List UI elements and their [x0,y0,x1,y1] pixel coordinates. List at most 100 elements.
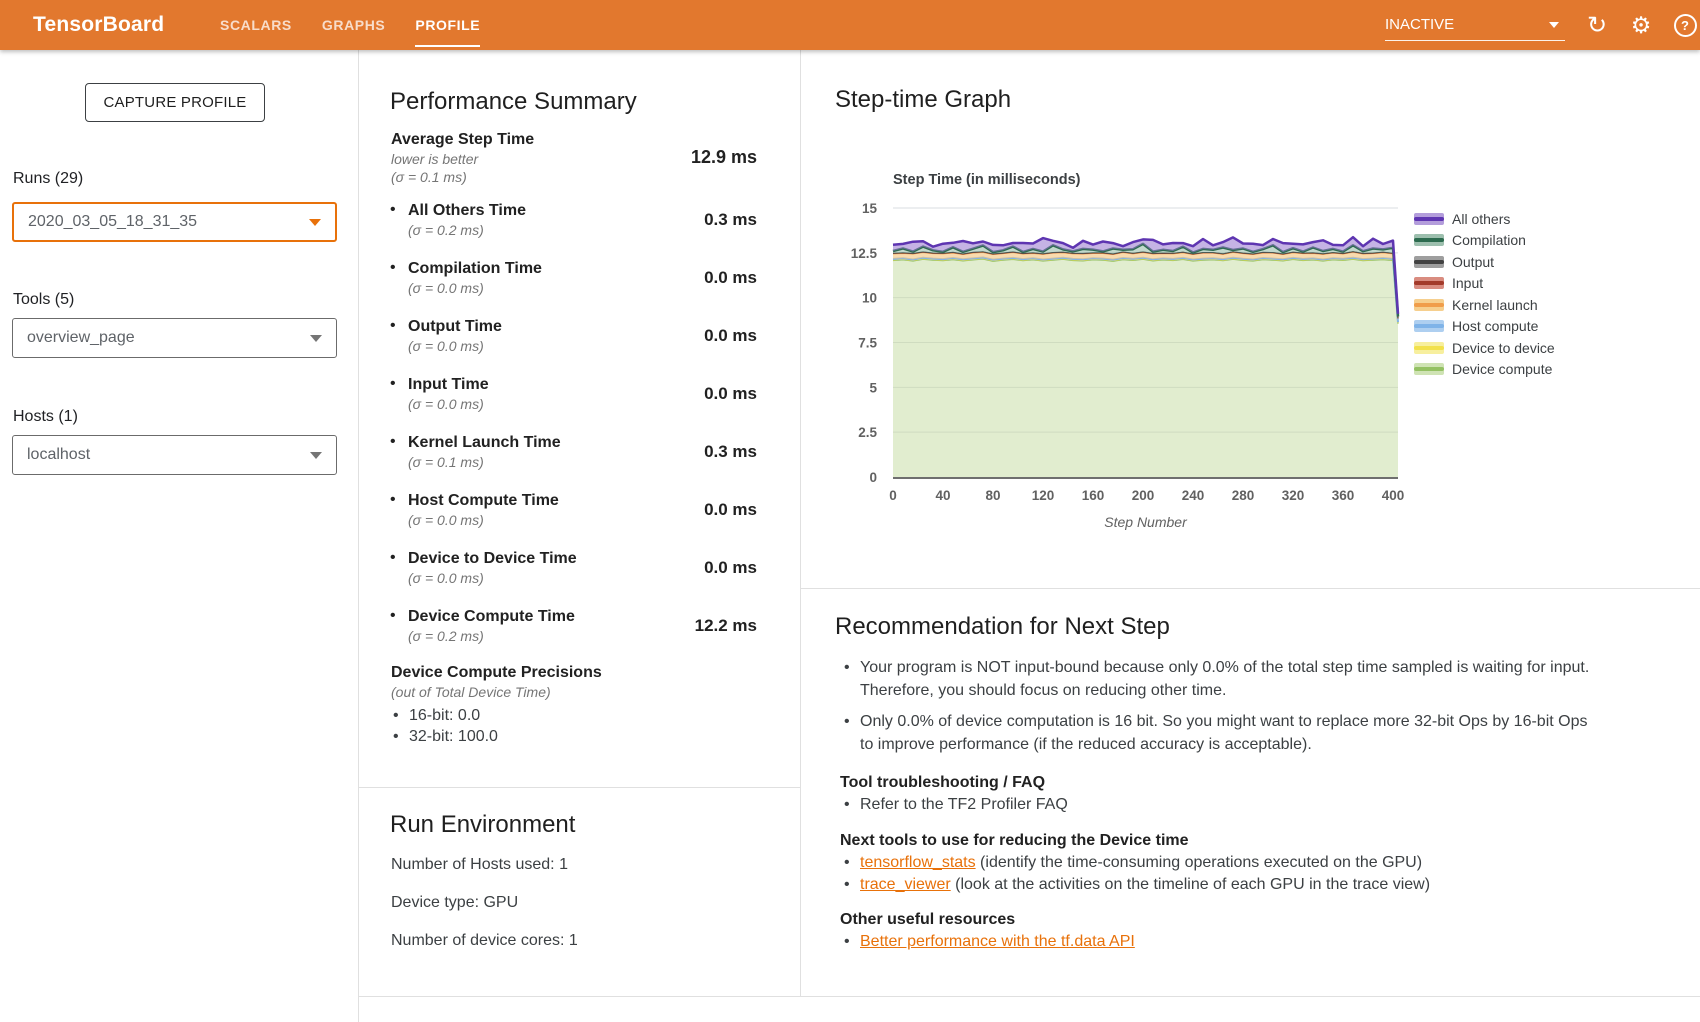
recommendation-link[interactable]: trace_viewer [860,875,951,893]
recommendation-title: Recommendation for Next Step [835,613,1170,640]
area-all-others [893,237,1398,317]
column-divider [800,50,801,996]
step-time-graph-title: Step-time Graph [835,86,1012,113]
perf-item-value: 0.0 ms [704,558,757,577]
perf-item-sigma: (σ = 0.2 ms) [408,628,484,644]
line-all-others [892,235,1400,314]
x-tick-label: 160 [1082,488,1105,503]
recommendation-item-text: Refer to the TF2 Profiler FAQ [860,796,1068,813]
recommendation-section-heading: Other useful resources [840,911,1016,928]
recommendation-section: Next tools to use for reducing the Devic… [840,830,1600,895]
tools-label: Tools (5) [13,291,75,308]
recommendation-item-text: (identify the time-consuming operations … [975,854,1423,871]
run-environment-title: Run Environment [390,811,576,838]
refresh-icon[interactable]: ↻ [1586,11,1608,39]
run-environment-line: Device type: GPU [391,894,519,911]
perf-item-label: Device to Device Time [408,550,577,567]
legend-label: Kernel launch [1452,296,1538,313]
recommendation-link[interactable]: tensorflow_stats [860,854,976,871]
bullet-marker: • [390,317,396,334]
x-tick-label: 400 [1382,488,1405,503]
average-step-time-value: 12.9 ms [690,147,757,167]
tools-select[interactable]: overview_page [12,318,337,358]
capture-profile-button[interactable]: CAPTURE PROFILE [85,83,265,122]
legend-swatch [1414,363,1444,376]
average-step-time-note: lower is better [391,151,479,167]
runs-select[interactable]: 2020_03_05_18_31_35 [12,202,337,242]
recommendation-section-heading: Tool troubleshooting / FAQ [840,774,1046,791]
legend-item-all-others: All others [1414,208,1555,230]
gear-icon[interactable]: ⚙ [1630,11,1652,38]
run-environment-lines: Number of Hosts used: 1 Device type: GPU N… [391,855,771,969]
tab-scalars[interactable]: SCALARS [220,17,292,33]
perf-item: • Device Compute Time (σ = 0.2 ms) 12.2 ms [390,606,757,646]
legend-swatch [1414,212,1444,225]
chevron-down-icon [309,218,321,226]
y-tick-label: 5 [869,380,877,395]
average-step-time-sigma: (σ = 0.1 ms) [391,169,467,185]
chevron-down-icon [310,334,322,342]
y-tick-label: 10 [862,291,877,306]
legend-item-kernel-launch: Kernel launch [1414,294,1555,316]
recommendation-section: Other useful resources Better performance… [840,909,1600,953]
perf-item: • Output Time (σ = 0.0 ms) 0.0 ms [390,316,757,356]
perf-item-label: All Others Time [408,202,526,219]
legend-swatch [1414,234,1444,247]
recommendation-item: tensorflow_stats (identify the time-cons… [840,852,1600,874]
recommendation-link[interactable]: Better performance with the tf.data API [860,933,1135,950]
legend-label: Device compute [1452,361,1553,378]
recommendation-item: Better performance with the tf.data API [840,931,1600,953]
chart-title: Step Time (in milliseconds) [893,172,1081,188]
precision-item: 16-bit: 0.0 [391,705,757,726]
app-title: TensorBoard [33,13,165,36]
hosts-select[interactable]: localhost [12,435,337,475]
legend-item-compilation: Compilation [1414,230,1555,252]
legend-label: Device to device [1452,339,1555,356]
perf-item-value: 0.3 ms [704,442,757,461]
y-tick-label: 0 [869,470,877,485]
y-tick-label: 15 [862,201,878,216]
legend-label: All others [1452,210,1511,227]
area-kernel-launch [893,251,1398,323]
perf-item-label: Device Compute Time [408,608,575,625]
chevron-down-icon [1549,21,1559,28]
legend-label: Output [1452,253,1495,270]
x-tick-label: 120 [1032,488,1055,503]
legend-swatch [1414,320,1444,333]
area-compilation [893,243,1398,319]
hosts-label: Hosts (1) [13,408,78,425]
x-axis-title: Step Number [1104,514,1188,530]
recommendation-item: trace_viewer (look at the activities on … [840,874,1600,896]
perf-item-value: 0.0 ms [704,384,757,403]
x-tick-label: 320 [1282,488,1305,503]
perf-item-value: 12.2 ms [694,616,757,635]
bullet-marker: • [390,607,396,624]
header-controls: INACTIVE ↻ ⚙ ? [1385,0,1697,50]
average-step-time-label: Average Step Time [391,131,535,148]
legend-item-device-to-device: Device to device [1414,337,1555,359]
bullet-marker: • [390,201,396,218]
recommendation-bullets: Your program is NOT input-bound because … [840,656,1600,764]
perf-item-value: 0.0 ms [704,268,757,287]
line-output [892,251,1399,319]
tab-graphs[interactable]: GRAPHS [321,17,386,33]
recommendation-section: Tool troubleshooting / FAQ Refer to the T… [840,772,1600,816]
legend-swatch [1414,341,1444,354]
x-tick-label: 280 [1232,488,1255,503]
recommendation-item: Refer to the TF2 Profiler FAQ [840,794,1600,816]
bullet-marker: • [390,549,396,566]
legend-label: Compilation [1452,232,1526,249]
status-dropdown-value: INACTIVE [1385,16,1455,33]
perf-item-label: Input Time [408,376,489,393]
help-icon[interactable]: ? [1673,13,1697,37]
status-dropdown[interactable]: INACTIVE [1385,10,1565,41]
perf-item-sigma: (σ = 0.0 ms) [408,396,484,412]
x-tick-label: 80 [985,488,1000,503]
perf-item: • Kernel Launch Time (σ = 0.1 ms) 0.3 ms [390,432,757,472]
runs-select-value: 2020_03_05_18_31_35 [28,213,198,230]
perf-item: • Compilation Time (σ = 0.0 ms) 0.0 ms [390,258,757,298]
perf-item-sigma: (σ = 0.0 ms) [408,338,484,354]
hosts-select-value: localhost [27,446,91,463]
tab-profile[interactable]: PROFILE [415,0,481,50]
legend-swatch [1414,255,1444,268]
